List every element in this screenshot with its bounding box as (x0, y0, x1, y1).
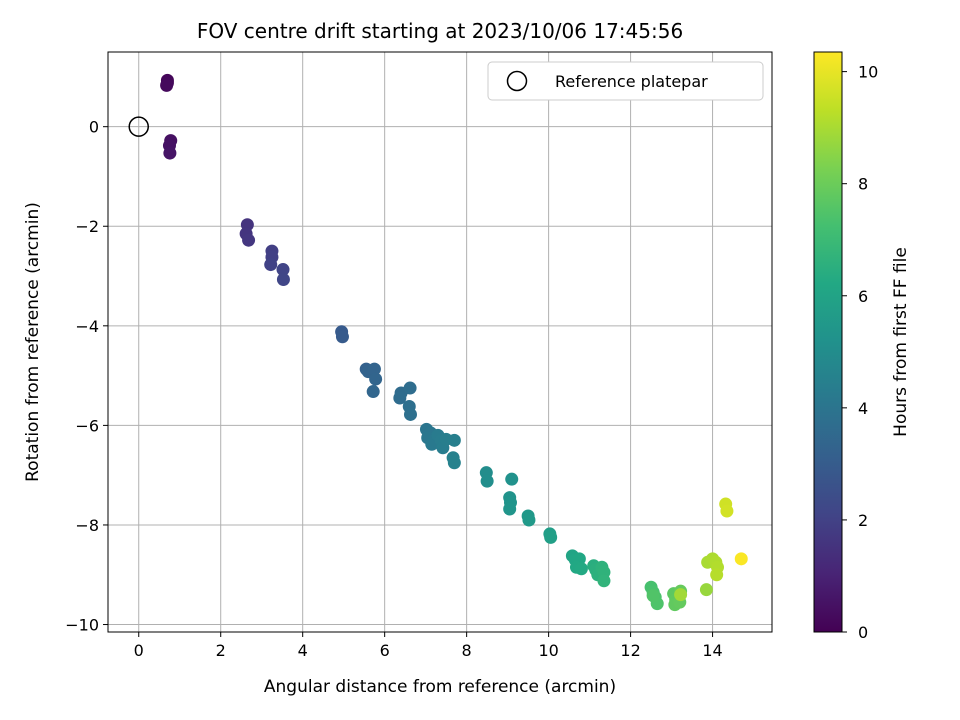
colorbar-tick-label: 10 (858, 63, 878, 82)
data-point (160, 78, 174, 92)
data-point (480, 474, 494, 488)
data-point (522, 513, 536, 527)
data-point (264, 258, 278, 272)
data-point (335, 330, 349, 344)
colorbar-label: Hours from first FF file (891, 247, 911, 437)
legend: Reference platepar (487, 61, 764, 101)
y-tick-label: −8 (75, 516, 99, 535)
y-tick-label: 0 (89, 118, 99, 137)
data-point (403, 381, 417, 395)
y-tick-label: −4 (75, 317, 99, 336)
colorbar-tick-label: 2 (858, 511, 868, 530)
data-point (367, 362, 381, 376)
data-point (163, 146, 177, 160)
data-points (128, 73, 748, 612)
data-point (403, 407, 417, 421)
reference-platepar-point (128, 116, 149, 137)
x-tick-label: 2 (216, 641, 226, 660)
legend-marker (506, 70, 528, 92)
y-tick-label: −6 (75, 416, 99, 435)
grid-lines (108, 52, 772, 632)
y-axis: 0 −2 −4 −6 −8 −10 (65, 118, 108, 635)
legend-box (487, 61, 764, 101)
colorbar-ticks: 0 2 4 6 8 10 (842, 63, 878, 642)
x-tick-label: 10 (538, 641, 558, 660)
colorbar-tick-label: 6 (858, 287, 868, 306)
data-point (366, 385, 380, 399)
y-tick-label: −10 (65, 616, 99, 635)
data-point (276, 263, 290, 277)
data-point (393, 391, 407, 405)
data-point (505, 472, 519, 486)
x-tick-label: 8 (462, 641, 472, 660)
chart-title: FOV centre drift starting at 2023/10/06 … (197, 19, 683, 43)
colorbar-tick-label: 8 (858, 175, 868, 194)
x-tick-label: 14 (702, 641, 722, 660)
x-axis: 0 2 4 6 8 10 12 14 (134, 632, 723, 660)
data-point (720, 504, 734, 518)
data-point (369, 372, 383, 386)
colorbar-tick-label: 0 (858, 623, 868, 642)
legend-label: Reference platepar (555, 72, 708, 91)
x-tick-label: 4 (298, 641, 308, 660)
x-axis-label: Angular distance from reference (arcmin) (264, 677, 616, 697)
data-point (242, 233, 256, 247)
colorbar-gradient (813, 51, 843, 633)
data-point (574, 562, 588, 576)
x-tick-label: 0 (134, 641, 144, 660)
data-point (710, 568, 724, 582)
data-point (276, 273, 290, 287)
data-point (447, 456, 461, 470)
data-point (646, 589, 660, 603)
data-point (674, 588, 688, 602)
data-point (544, 530, 558, 544)
data-point (447, 433, 461, 447)
y-axis-label: Rotation from reference (arcmin) (23, 202, 43, 482)
colorbar: 0 2 4 6 8 10 Hours from first FF file (813, 51, 911, 642)
data-point (503, 502, 517, 516)
x-tick-label: 12 (620, 641, 640, 660)
colorbar-tick-label: 4 (858, 399, 868, 418)
data-point (597, 574, 611, 588)
data-point (734, 552, 748, 566)
y-tick-label: −2 (75, 217, 99, 236)
x-tick-label: 6 (380, 641, 390, 660)
plot-frame (107, 51, 773, 633)
data-point (699, 583, 713, 597)
